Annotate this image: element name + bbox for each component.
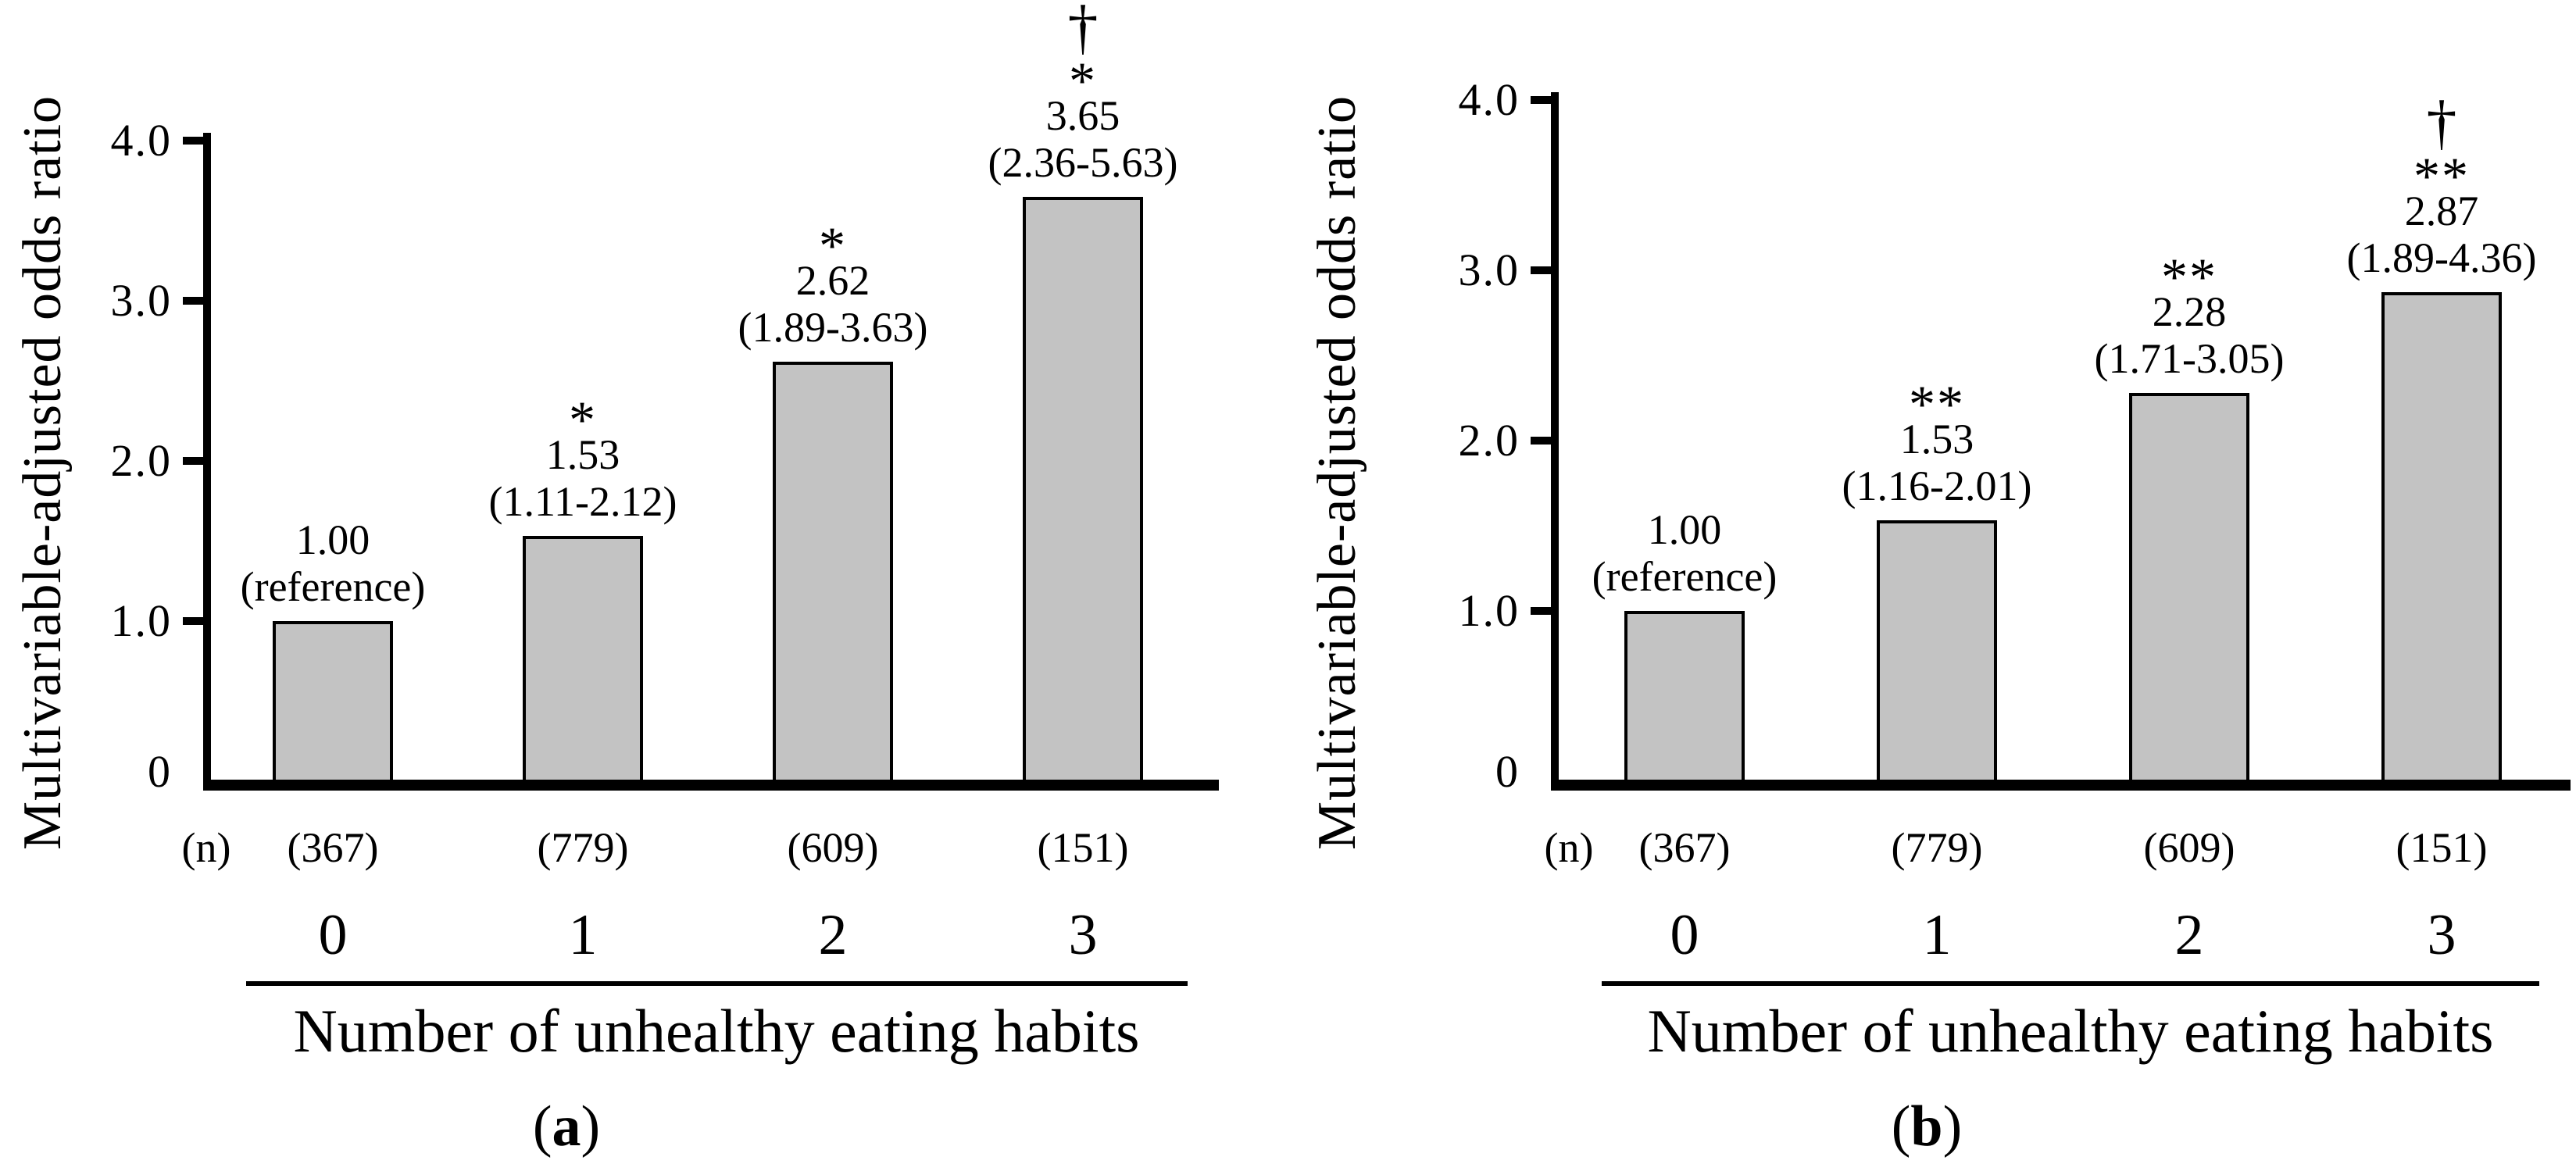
confidence-interval: (1.11-2.12) [488,478,677,525]
panel-caption-b: (b) [1770,1092,2083,1161]
bar-habits-2 [773,362,893,786]
significance-stars: * [569,390,597,449]
significance-stars: ** [2413,146,2470,205]
significance-stars: * [1069,51,1097,110]
n-value-1: (779) [537,824,629,871]
confidence-interval: (1.16-2.01) [1842,462,2032,509]
bar-annotation-1: ** 1.53 (1.16-2.01) [1702,377,2171,509]
bar-annotation-2: ** 2.28 (1.71-3.05) [1955,249,2424,382]
dagger-symbol: † [1067,0,1099,61]
y-tick-label-2.0: 2.0 [1458,415,1520,466]
y-tick-2.0 [1531,437,1551,445]
n-value-0: (367) [287,824,379,871]
caption-close-paren: ) [1942,1094,1963,1159]
y-axis-label: Multivariable-adjusted odds ratio [1307,95,1367,851]
panel-b: Multivariable-adjusted odds ratio 4.0 3.0 2… [1289,0,2576,1164]
n-row-header: (n) [181,824,231,871]
bar-habits-0 [273,621,393,786]
n-row-header: (n) [1544,824,1594,871]
category-label-1: 1 [568,903,598,967]
bar-habits-1 [523,536,643,786]
bar-annotation-3: † ** 2.87 (1.89-4.36) [2207,88,2576,282]
y-axis-line [203,133,211,791]
category-label-2: 2 [818,903,848,967]
y-tick-label-0: 0 [1495,746,1520,797]
odds-ratio-value: 2.62 [795,257,870,304]
panel-caption-a: (a) [410,1092,723,1161]
y-tick-4.0 [183,137,203,145]
bar-habits-0 [1624,611,1745,786]
bar-annotation-3: † * 3.65 (2.36-5.63) [849,0,1317,186]
significance-stars: ** [2161,247,2217,306]
caption-close-paren: ) [581,1094,601,1159]
y-axis-line [1551,92,1559,791]
y-tick-label-3.0: 3.0 [1458,245,1520,295]
category-label-3: 3 [2427,903,2456,967]
confidence-interval: (2.36-5.63) [988,139,1178,186]
x-axis-underline [1602,981,2539,986]
x-baseline [203,780,1219,791]
y-tick-3.0 [1531,266,1551,274]
dagger-symbol: † [2426,88,2457,156]
odds-ratio-value: 2.28 [2152,288,2227,335]
caption-letter: b [1910,1094,1943,1159]
category-label-2: 2 [2174,903,2204,967]
significance-stars: * [819,216,847,275]
n-value-1: (779) [1891,824,1983,871]
y-tick-4.0 [1531,96,1551,104]
caption-open-paren: ( [532,1094,552,1159]
category-label-1: 1 [1922,903,1952,967]
y-tick-label-1.0: 1.0 [110,595,172,646]
y-tick-label-2.0: 2.0 [110,435,172,486]
confidence-interval: (1.89-3.63) [738,304,928,351]
y-tick-2.0 [183,457,203,465]
category-label-0: 0 [1670,903,1699,967]
n-value-2: (609) [787,824,879,871]
x-axis-title: Number of unhealthy eating habits [293,997,1140,1065]
odds-ratio-value: 3.65 [1045,92,1120,139]
n-value-2: (609) [2143,824,2235,871]
bar-habits-2 [2129,393,2249,786]
confidence-interval: (reference) [1592,553,1777,600]
bar-annotation-2: * 2.62 (1.89-3.63) [598,218,1067,351]
category-label-0: 0 [318,903,348,967]
y-tick-1.0 [1531,607,1551,615]
n-value-3: (151) [2396,824,2488,871]
odds-ratio-value: 1.53 [545,431,620,478]
bar-habits-1 [1877,520,1997,786]
y-tick-label-1.0: 1.0 [1458,585,1520,636]
category-label-3: 3 [1068,903,1098,967]
y-tick-1.0 [183,617,203,625]
bar-habits-3 [2381,292,2502,786]
odds-ratio-value: 1.53 [1899,416,1974,462]
odds-ratio-value: 1.00 [295,516,370,563]
y-tick-label-4.0: 4.0 [1458,74,1520,125]
y-tick-label-0: 0 [148,746,172,797]
confidence-interval: (1.71-3.05) [2094,335,2285,382]
x-axis-title: Number of unhealthy eating habits [1647,997,2494,1065]
y-tick-label-3.0: 3.0 [110,275,172,326]
caption-letter: a [552,1094,581,1159]
n-value-0: (367) [1638,824,1731,871]
caption-open-paren: ( [1891,1094,1911,1159]
confidence-interval: (1.89-4.36) [2346,234,2537,281]
bar-annotation-0: 1.00 (reference) [1450,506,1919,600]
odds-ratio-value: 1.00 [1647,506,1722,553]
y-tick-label-4.0: 4.0 [110,115,172,166]
bar-annotation-0: 1.00 (reference) [98,516,567,610]
y-tick-3.0 [183,297,203,305]
odds-ratio-value: 2.87 [2404,187,2479,234]
confidence-interval: (reference) [240,563,426,610]
bar-annotation-1: * 1.53 (1.11-2.12) [348,392,817,525]
panel-a: Multivariable-adjusted odds ratio 4.0 3.0 2… [13,0,1219,1161]
significance-stars: ** [1909,374,1965,434]
bar-habits-3 [1023,197,1143,786]
n-value-3: (151) [1037,824,1129,871]
x-baseline [1551,780,2571,791]
x-axis-underline [246,981,1188,986]
